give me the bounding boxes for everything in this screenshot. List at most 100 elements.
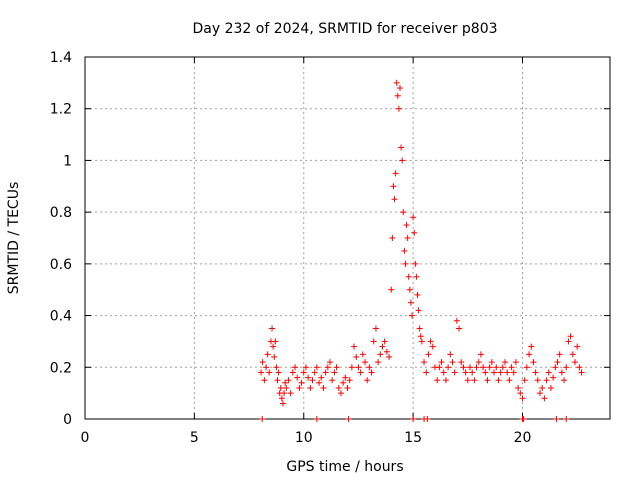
data-point bbox=[390, 183, 397, 190]
y-tick-label: 0.4 bbox=[50, 309, 72, 325]
data-point bbox=[515, 384, 522, 391]
data-point bbox=[258, 369, 265, 376]
data-point bbox=[429, 343, 436, 350]
data-point bbox=[305, 374, 312, 381]
data-point bbox=[372, 325, 379, 332]
data-point bbox=[539, 384, 546, 391]
x-tick-label: 0 bbox=[81, 430, 90, 446]
data-point bbox=[460, 364, 467, 371]
data-point bbox=[576, 364, 583, 371]
data-point bbox=[270, 343, 277, 350]
data-point bbox=[404, 235, 411, 241]
data-point bbox=[541, 395, 548, 402]
data-point bbox=[348, 364, 355, 371]
data-point bbox=[274, 377, 281, 384]
data-point bbox=[506, 377, 513, 384]
data-point bbox=[386, 353, 393, 360]
data-point bbox=[403, 222, 410, 229]
data-point bbox=[486, 364, 493, 371]
data-point bbox=[520, 416, 527, 422]
data-point bbox=[561, 377, 568, 384]
data-point bbox=[368, 369, 375, 376]
data-point bbox=[394, 92, 401, 99]
data-point bbox=[508, 364, 515, 371]
data-point bbox=[449, 359, 456, 366]
x-tick-label: 20 bbox=[514, 430, 532, 446]
data-point bbox=[296, 384, 303, 391]
data-point bbox=[331, 369, 338, 376]
plot-frame bbox=[84, 56, 611, 420]
data-point bbox=[436, 364, 443, 371]
data-point bbox=[281, 390, 288, 397]
data-point bbox=[272, 338, 279, 345]
data-point bbox=[417, 333, 424, 340]
data-point bbox=[523, 364, 530, 371]
data-point bbox=[346, 377, 353, 384]
y-tick-label: 0 bbox=[63, 412, 72, 428]
x-tick-labels: 0 5 10 15 20 bbox=[81, 430, 532, 446]
data-point bbox=[410, 416, 417, 422]
data-point bbox=[340, 379, 347, 386]
data-point bbox=[278, 395, 285, 402]
data-point bbox=[480, 364, 487, 371]
data-point bbox=[440, 369, 447, 376]
data-point bbox=[370, 338, 377, 345]
data-point bbox=[318, 374, 325, 381]
data-point bbox=[471, 377, 478, 384]
data-point bbox=[275, 369, 282, 376]
data-point bbox=[484, 377, 491, 384]
data-point bbox=[491, 369, 498, 376]
data-point bbox=[345, 416, 352, 422]
data-point bbox=[400, 209, 407, 216]
data-point bbox=[302, 364, 309, 371]
x-tick-label: 5 bbox=[190, 430, 199, 446]
x-tick-label: 10 bbox=[295, 430, 313, 446]
data-point bbox=[324, 364, 331, 371]
data-point bbox=[355, 364, 362, 371]
data-point bbox=[289, 369, 296, 376]
data-point bbox=[392, 170, 399, 177]
data-point bbox=[456, 325, 463, 332]
data-point bbox=[537, 390, 543, 397]
data-point bbox=[263, 364, 270, 371]
data-point bbox=[279, 400, 286, 407]
data-point bbox=[313, 364, 320, 371]
grid bbox=[85, 57, 610, 419]
data-point bbox=[337, 390, 344, 397]
data-point bbox=[445, 364, 452, 371]
data-point bbox=[563, 416, 570, 422]
data-point bbox=[393, 79, 400, 86]
y-tick-label: 0.2 bbox=[50, 360, 72, 376]
y-tick-label: 1.2 bbox=[50, 102, 72, 118]
data-point bbox=[519, 395, 526, 402]
data-point bbox=[383, 348, 390, 355]
data-point bbox=[534, 377, 541, 384]
data-point bbox=[423, 369, 430, 376]
data-point bbox=[572, 359, 578, 366]
data-point bbox=[316, 379, 323, 386]
data-point bbox=[510, 369, 517, 376]
data-point bbox=[530, 359, 537, 366]
data-point bbox=[379, 343, 386, 350]
data-point bbox=[565, 338, 572, 345]
data-point bbox=[411, 229, 418, 236]
data-point bbox=[569, 351, 576, 358]
data-point bbox=[545, 369, 552, 376]
data-point bbox=[410, 214, 417, 221]
data-point bbox=[502, 359, 508, 366]
data-point bbox=[414, 291, 421, 298]
data-point bbox=[364, 377, 371, 384]
data-point bbox=[398, 144, 405, 151]
data-point bbox=[366, 364, 373, 371]
data-point bbox=[547, 384, 554, 391]
y-tick-label: 1.4 bbox=[50, 50, 72, 66]
data-point bbox=[353, 353, 360, 360]
data-point bbox=[425, 351, 432, 358]
data-point bbox=[415, 307, 422, 314]
data-point bbox=[294, 374, 301, 381]
data-points bbox=[258, 79, 585, 422]
x-tick-label: 15 bbox=[404, 430, 422, 446]
axis-ticks bbox=[84, 56, 610, 420]
data-point bbox=[307, 384, 314, 391]
